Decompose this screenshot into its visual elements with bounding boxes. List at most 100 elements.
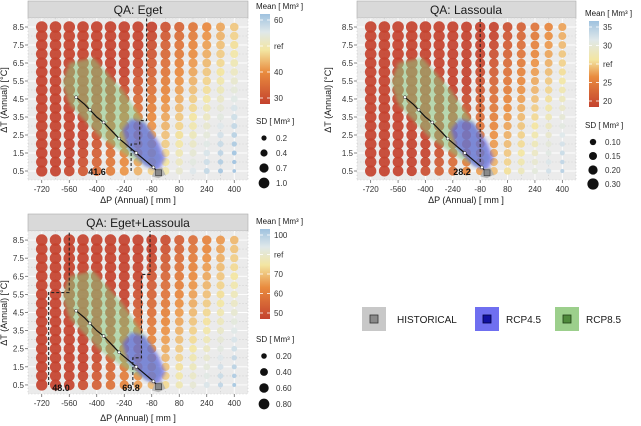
data-point — [517, 131, 526, 139]
data-point — [517, 149, 525, 157]
data-point — [118, 279, 130, 291]
data-point — [118, 270, 130, 282]
data-point — [461, 21, 472, 33]
data-point — [35, 297, 48, 310]
data-point — [77, 156, 89, 168]
panel-title: QA: Lassoula — [430, 3, 502, 17]
data-point — [90, 243, 103, 255]
data-point — [203, 335, 211, 344]
data-point — [489, 58, 499, 68]
data-point — [531, 95, 539, 103]
data-point — [146, 48, 157, 60]
x-tick-label: 240 — [200, 399, 214, 408]
y-tick-label: 0.5 — [13, 167, 25, 176]
data-point — [188, 271, 198, 281]
data-point — [231, 364, 237, 370]
data-point — [530, 58, 540, 68]
data-point — [49, 243, 62, 255]
data-point — [49, 138, 62, 150]
data-point — [36, 370, 48, 382]
data-point — [229, 22, 239, 32]
data-point — [230, 309, 238, 316]
data-point — [146, 30, 158, 42]
data-point — [63, 261, 76, 274]
y-axis-ticks: 0.5 1.5 2.5 3.5 4.5 5.5 6.5 7.5 8.5 — [13, 23, 28, 176]
data-point — [230, 281, 239, 290]
trajectory-marker — [151, 379, 156, 384]
threshold-line — [48, 231, 151, 385]
data-point — [118, 261, 130, 273]
size-legend-dot — [261, 135, 267, 141]
data-point — [517, 85, 526, 95]
data-point — [188, 67, 198, 77]
x-tick-label: -240 — [116, 185, 133, 194]
data-point — [216, 253, 225, 263]
data-point — [392, 147, 404, 159]
data-point — [433, 57, 445, 69]
data-point — [530, 49, 540, 59]
data-point — [489, 94, 499, 104]
size-legend-label: 0.60 — [276, 384, 292, 393]
trajectory-marker — [117, 350, 121, 355]
data-point — [49, 361, 62, 373]
x-axis-ticks: -720 -560 -400 -240 -80 80 240 400 — [34, 394, 241, 408]
data-point — [63, 361, 75, 373]
data-point — [104, 39, 117, 51]
data-point — [216, 104, 225, 112]
data-point — [406, 129, 418, 141]
data-point — [63, 147, 75, 159]
trajectory-marker — [134, 151, 139, 155]
data-point — [202, 58, 212, 68]
data-point — [160, 21, 171, 33]
color-legend-title: Mean [ Mm³ ] — [256, 217, 303, 226]
data-point — [517, 103, 526, 113]
data-point — [461, 94, 472, 104]
data-point — [105, 166, 116, 176]
size-legend-dot — [261, 353, 267, 359]
data-point — [90, 30, 103, 42]
data-point — [217, 159, 224, 165]
data-point — [146, 66, 157, 78]
data-point — [174, 67, 184, 77]
size-legend-label: 0.10 — [605, 138, 621, 147]
data-point — [188, 326, 198, 335]
data-point — [203, 345, 211, 353]
data-point — [104, 270, 117, 282]
data-point — [503, 140, 512, 148]
data-point — [503, 167, 512, 175]
data-point — [77, 234, 89, 246]
x-axis-ticks: -720 -560 -400 -240 -80 80 240 400 — [34, 180, 241, 194]
size-legend-title: SD [ Mm³ ] — [585, 121, 623, 130]
data-point — [202, 299, 211, 308]
data-point — [202, 67, 212, 77]
data-point — [90, 261, 103, 274]
data-point — [189, 344, 197, 353]
data-point — [378, 111, 391, 123]
trajectory-marker — [101, 334, 106, 338]
x-tick-label: -80 — [146, 185, 158, 194]
data-point — [188, 253, 198, 263]
data-point — [517, 167, 525, 175]
data-point — [378, 93, 391, 105]
y-tick-label: 7.5 — [342, 41, 354, 50]
size-legend-label: 0.40 — [276, 368, 292, 377]
x-tick-label: -720 — [34, 185, 51, 194]
data-point — [188, 85, 198, 95]
legend-item-historical: HISTORICAL — [362, 307, 457, 331]
panel-eget-lassoula: QA: Eget+Lassoula 69.8 48.0 -720 -560 -400… — [0, 213, 303, 423]
data-point — [489, 139, 499, 149]
data-point — [118, 243, 130, 255]
data-point — [174, 76, 184, 86]
data-point — [49, 306, 62, 319]
data-point — [202, 271, 212, 281]
data-point — [91, 156, 102, 168]
data-point — [91, 147, 102, 159]
data-point — [35, 147, 48, 159]
data-point — [530, 76, 539, 86]
y-tick-label: 6.5 — [342, 59, 354, 68]
data-point — [160, 298, 171, 309]
x-tick-label: -560 — [390, 185, 407, 194]
data-point — [406, 147, 418, 159]
data-point — [461, 57, 472, 69]
data-point — [364, 147, 377, 159]
